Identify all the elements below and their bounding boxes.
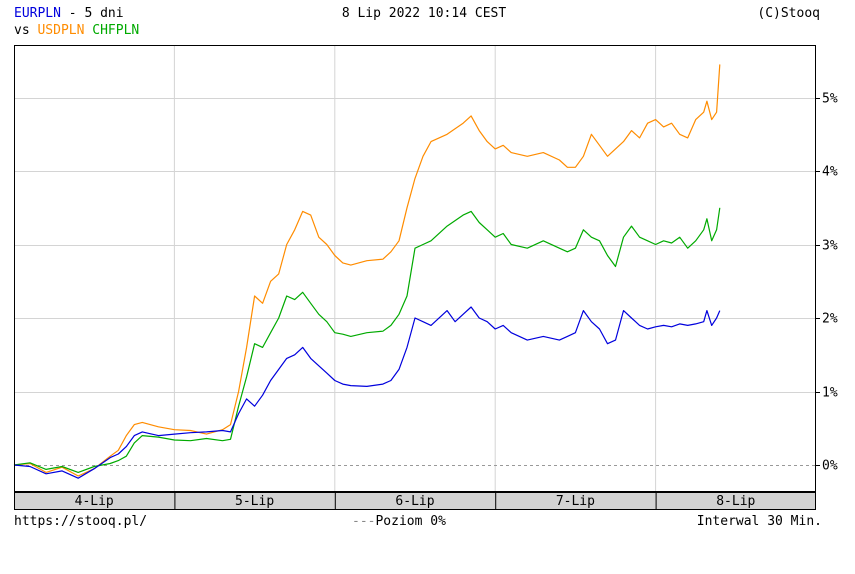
x-tick-label: 7-Lip <box>556 494 595 509</box>
x-tick-label: 4-Lip <box>75 494 114 509</box>
main-series-label: EURPLN <box>14 6 61 21</box>
series-line-usdpln <box>13 64 721 477</box>
x-tick-label: 8-Lip <box>716 494 755 509</box>
chart-series-lines <box>13 64 721 479</box>
vs-label: vs <box>14 23 38 38</box>
x-axis-band <box>14 492 816 510</box>
chart-header: EURPLN - 5 dni 8 Lip 2022 10:14 CEST (C)… <box>14 6 834 42</box>
baseline-label: Poziom 0% <box>375 514 446 529</box>
copyright-label: (C)Stooq <box>757 6 820 21</box>
datetime-label: 8 Lip 2022 10:14 CEST <box>341 6 507 21</box>
x-tick-label: 5-Lip <box>235 494 274 509</box>
chart-footer: https://stooq.pl/ ---Poziom 0% Interwal … <box>14 514 822 532</box>
compare-series-chfpln: CHFPLN <box>92 23 140 38</box>
series-line-eurpln <box>13 306 721 479</box>
period-label: 5 dni <box>84 6 124 21</box>
series-line-chfpln <box>13 207 721 473</box>
y-tick-label: 4% <box>822 165 838 180</box>
chart-axis: 0% 1% 2% 3% 4% 5% 4-Lip 5-Lip 6-Lip 7-Lip 8-Lip <box>75 92 838 510</box>
baseline-legend: ---Poziom 0% <box>352 514 446 529</box>
chart-grid <box>14 45 816 492</box>
header-separator: - <box>60 6 85 21</box>
x-tick-label: 6-Lip <box>395 494 434 509</box>
header-line-1: EURPLN - 5 dni <box>14 6 124 21</box>
y-tick-label: 5% <box>822 92 838 107</box>
plot-border <box>14 45 816 492</box>
line-chart: 0% 1% 2% 3% 4% 5% 4-Lip 5-Lip 6-Lip 7-Lip 8-Lip <box>13 45 838 510</box>
source-url[interactable]: https://stooq.pl/ <box>14 514 148 529</box>
compare-series-usdpln: USDPLN <box>37 23 85 38</box>
y-tick-label: 2% <box>822 312 838 327</box>
y-tick-label: 1% <box>822 386 838 401</box>
header-line-2: vs USDPLN CHFPLN <box>14 23 139 38</box>
interval-label: Interwal 30 Min. <box>696 514 822 529</box>
chart-frame <box>14 45 816 510</box>
y-tick-label: 0% <box>822 459 838 474</box>
plot-area <box>14 45 816 492</box>
y-tick-label: 3% <box>822 239 838 254</box>
baseline-dash-icon: --- <box>352 514 376 529</box>
